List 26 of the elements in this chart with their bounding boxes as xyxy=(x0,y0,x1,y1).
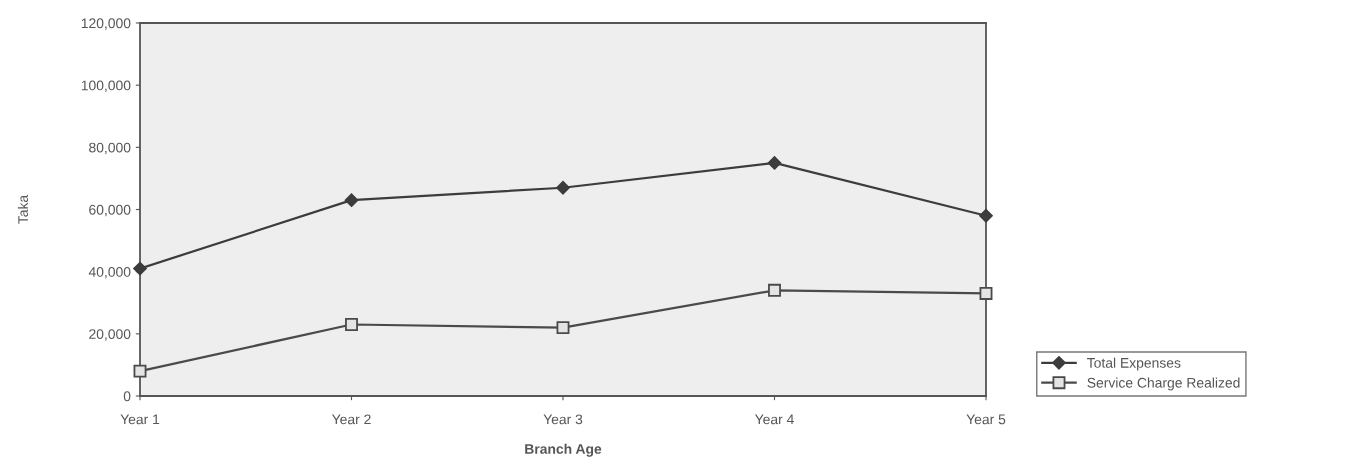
point xyxy=(133,261,147,276)
point xyxy=(979,208,993,223)
y-tick-label: 100,000 xyxy=(81,80,131,92)
point xyxy=(767,156,782,170)
x-tick-label: Year 1 xyxy=(120,414,160,425)
legend-label: Service Charge Realized xyxy=(1087,377,1240,391)
legend-label: Total Expenses xyxy=(1087,357,1181,371)
y-tick-label: 0 xyxy=(123,391,131,402)
point xyxy=(133,364,147,378)
point xyxy=(556,321,570,335)
y-tick-label: 80,000 xyxy=(89,142,131,155)
point xyxy=(344,193,359,207)
y-tick-label: 60,000 xyxy=(89,204,131,217)
x-tick-label: Year 3 xyxy=(543,414,583,425)
point xyxy=(556,180,570,195)
x-tick-label: Year 4 xyxy=(754,414,794,425)
y-axis-title: Taka xyxy=(17,194,29,224)
point xyxy=(979,286,993,300)
y-tick-label: 120,000 xyxy=(81,18,131,30)
point xyxy=(768,283,781,297)
x-tick-label: Year 2 xyxy=(331,414,371,425)
point xyxy=(345,318,358,331)
x-tick-label: Year 5 xyxy=(966,414,1006,425)
x-axis-title: Branch Age xyxy=(525,443,602,457)
y-tick-label: 20,000 xyxy=(89,329,131,341)
y-tick-label: 40,000 xyxy=(88,267,131,279)
